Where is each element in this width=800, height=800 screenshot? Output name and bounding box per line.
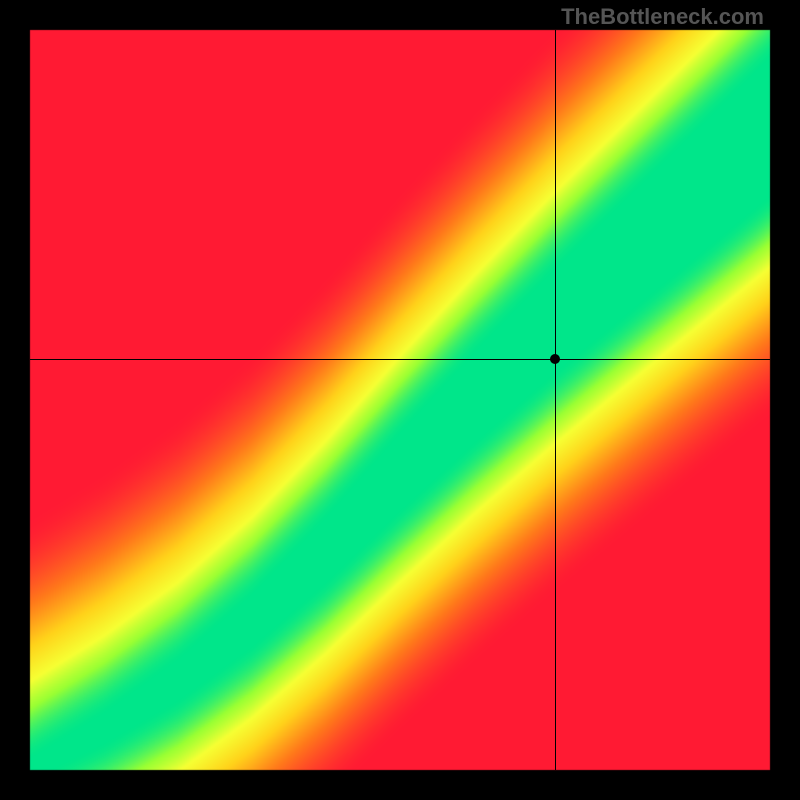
- watermark-text: TheBottleneck.com: [561, 4, 764, 30]
- chart-container: TheBottleneck.com: [0, 0, 800, 800]
- crosshair-marker[interactable]: [550, 354, 560, 364]
- crosshair-vertical: [555, 30, 556, 770]
- heatmap-canvas: [0, 0, 800, 800]
- crosshair-horizontal: [30, 359, 770, 360]
